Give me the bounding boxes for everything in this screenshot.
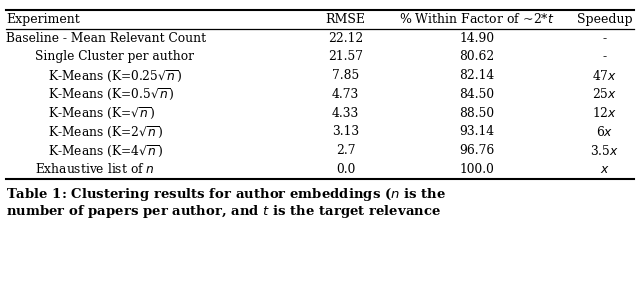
Text: 25$x$: 25$x$ — [593, 88, 617, 101]
Text: 4.33: 4.33 — [332, 107, 359, 120]
Text: Single Cluster per author: Single Cluster per author — [35, 51, 194, 64]
Text: 21.57: 21.57 — [328, 51, 363, 64]
Text: % Within Factor of ~2*$t$: % Within Factor of ~2*$t$ — [399, 12, 554, 27]
Text: -: - — [603, 32, 607, 45]
Text: K-Means (K=$\sqrt{n}$): K-Means (K=$\sqrt{n}$) — [48, 105, 155, 121]
Text: 80.62: 80.62 — [459, 51, 495, 64]
Text: 47$x$: 47$x$ — [593, 69, 617, 83]
Text: 3.5$x$: 3.5$x$ — [590, 144, 620, 158]
Text: 14.90: 14.90 — [460, 32, 494, 45]
Text: Speedup: Speedup — [577, 13, 632, 26]
Text: K-Means (K=2$\sqrt{n}$): K-Means (K=2$\sqrt{n}$) — [48, 124, 163, 140]
Text: -: - — [603, 51, 607, 64]
Text: 82.14: 82.14 — [459, 69, 495, 82]
Text: 12$x$: 12$x$ — [593, 106, 617, 120]
Text: 7.85: 7.85 — [332, 69, 359, 82]
Text: 100.0: 100.0 — [460, 163, 494, 176]
Text: K-Means (K=4$\sqrt{n}$): K-Means (K=4$\sqrt{n}$) — [48, 143, 163, 159]
Text: 88.50: 88.50 — [460, 107, 494, 120]
Text: K-Means (K=0.5$\sqrt{n}$): K-Means (K=0.5$\sqrt{n}$) — [48, 86, 175, 102]
Text: 4.73: 4.73 — [332, 88, 359, 101]
Text: 96.76: 96.76 — [459, 144, 495, 157]
Text: Exhaustive list of $n$: Exhaustive list of $n$ — [35, 162, 155, 176]
Text: 22.12: 22.12 — [328, 32, 364, 45]
Text: 0.0: 0.0 — [336, 163, 355, 176]
Text: 3.13: 3.13 — [332, 125, 359, 138]
Text: Baseline - Mean Relevant Count: Baseline - Mean Relevant Count — [6, 32, 207, 45]
Text: 93.14: 93.14 — [460, 125, 494, 138]
Text: Table 1: Clustering results for author embeddings ($n$ is the: Table 1: Clustering results for author e… — [6, 186, 447, 203]
Text: number of papers per author, and $t$ is the target relevance: number of papers per author, and $t$ is … — [6, 203, 442, 220]
Text: RMSE: RMSE — [326, 13, 365, 26]
Text: 84.50: 84.50 — [460, 88, 494, 101]
Text: Experiment: Experiment — [6, 13, 80, 26]
Text: 6$x$: 6$x$ — [596, 125, 613, 139]
Text: $x$: $x$ — [600, 163, 610, 176]
Text: 2.7: 2.7 — [336, 144, 355, 157]
Text: K-Means (K=0.25$\sqrt{n}$): K-Means (K=0.25$\sqrt{n}$) — [48, 68, 182, 84]
